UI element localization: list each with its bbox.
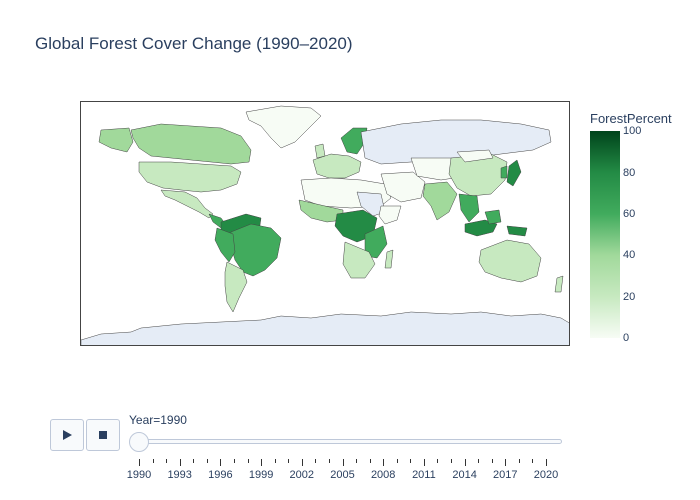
slider-tick-label[interactable]: 2011 bbox=[412, 469, 436, 481]
slider-minor-tick bbox=[233, 459, 235, 463]
slider-minor-tick bbox=[410, 459, 412, 463]
region-southern-cone bbox=[224, 261, 248, 313]
slider-minor-tick bbox=[193, 459, 195, 463]
region-korea bbox=[500, 165, 508, 179]
slider-minor-tick bbox=[396, 459, 398, 463]
region-canada bbox=[130, 123, 252, 165]
slider-major-tick bbox=[179, 459, 181, 466]
slider-major-tick bbox=[423, 459, 425, 466]
region-papua-new-guinea bbox=[506, 225, 528, 237]
slider-tick-label[interactable]: 2020 bbox=[533, 469, 559, 481]
region-sudan bbox=[356, 191, 386, 217]
region-western-europe bbox=[312, 153, 362, 179]
slider-tick-label[interactable]: 1996 bbox=[208, 469, 233, 481]
slider-major-tick bbox=[301, 459, 303, 466]
colorbar bbox=[590, 131, 620, 338]
region-middle-east bbox=[380, 171, 426, 203]
colorbar-tick: 0 bbox=[623, 332, 630, 344]
year-slider-handle[interactable] bbox=[129, 432, 149, 452]
region-southern-africa bbox=[342, 241, 376, 279]
slider-major-tick bbox=[139, 459, 140, 466]
slider-minor-tick bbox=[152, 459, 154, 463]
slider-major-tick bbox=[505, 459, 507, 466]
slider-minor-tick bbox=[491, 459, 493, 463]
region-japan bbox=[506, 159, 522, 187]
slider-minor-tick bbox=[532, 459, 534, 463]
slider-minor-tick bbox=[274, 459, 276, 463]
region-india bbox=[422, 181, 458, 221]
choropleth-map[interactable] bbox=[80, 101, 570, 346]
region-russia bbox=[360, 119, 552, 165]
region-greenland bbox=[245, 105, 322, 149]
slider-major-tick bbox=[546, 459, 547, 466]
region-brazil bbox=[230, 223, 282, 277]
region-usa bbox=[138, 161, 242, 193]
region-mexico bbox=[160, 189, 214, 219]
slider-minor-tick bbox=[206, 459, 208, 463]
colorbar-title: ForestPercent bbox=[590, 111, 672, 126]
colorbar-tick: 20 bbox=[623, 291, 636, 303]
slider-minor-tick bbox=[356, 459, 358, 463]
region-madagascar bbox=[384, 249, 394, 269]
slider-minor-tick bbox=[478, 459, 480, 463]
slider-tick-label[interactable]: 1990 bbox=[126, 469, 152, 481]
region-antarctica bbox=[81, 311, 569, 345]
stop-button[interactable] bbox=[86, 419, 120, 451]
region-southeast-asia bbox=[458, 193, 480, 223]
region-alaska bbox=[98, 127, 134, 153]
slider-tick-label[interactable]: 2005 bbox=[330, 469, 355, 481]
region-borneo bbox=[484, 209, 502, 225]
slider-minor-tick bbox=[315, 459, 317, 463]
slider-minor-tick bbox=[166, 459, 168, 463]
region-mongolia bbox=[456, 149, 494, 163]
slider-minor-tick bbox=[247, 459, 249, 463]
chart-title: Global Forest Cover Change (1990–2020) bbox=[35, 34, 353, 53]
slider-current-value: Year=1990 bbox=[129, 413, 187, 427]
slider-minor-tick bbox=[451, 459, 453, 463]
slider-minor-tick bbox=[437, 459, 439, 463]
slider-major-tick bbox=[342, 459, 344, 466]
slider-minor-tick bbox=[328, 459, 330, 463]
region-horn-of-africa bbox=[378, 205, 402, 225]
year-slider-track[interactable] bbox=[137, 439, 562, 444]
colorbar-tick: 60 bbox=[623, 208, 636, 220]
colorbar-tick: 40 bbox=[623, 249, 636, 261]
slider-tick-label[interactable]: 2008 bbox=[370, 469, 396, 481]
world-map-svg bbox=[81, 105, 569, 345]
stop-icon bbox=[99, 431, 107, 439]
slider-minor-tick bbox=[288, 459, 290, 463]
region-west-africa bbox=[298, 199, 344, 223]
region-new-zealand bbox=[554, 275, 564, 293]
play-button[interactable] bbox=[50, 419, 84, 451]
slider-tick-label[interactable]: 2014 bbox=[452, 469, 477, 481]
slider-tick-label[interactable]: 1999 bbox=[248, 469, 274, 481]
region-andes bbox=[214, 227, 236, 263]
play-icon bbox=[63, 430, 72, 440]
slider-major-tick bbox=[220, 459, 222, 466]
slider-tick-label[interactable]: 1993 bbox=[167, 469, 192, 481]
region-china bbox=[448, 153, 508, 197]
slider-minor-tick bbox=[518, 459, 520, 463]
slider-major-tick bbox=[383, 459, 385, 466]
colorbar-tick: 100 bbox=[623, 125, 642, 137]
slider-tick-label[interactable]: 2017 bbox=[493, 469, 518, 481]
colorbar-tick: 80 bbox=[623, 167, 636, 179]
slider-tick-label[interactable]: 2002 bbox=[289, 469, 315, 481]
region-australia bbox=[478, 239, 542, 283]
slider-major-tick bbox=[464, 459, 466, 466]
slider-major-tick bbox=[261, 459, 263, 466]
slider-minor-tick bbox=[369, 459, 371, 463]
region-uk bbox=[314, 143, 326, 159]
